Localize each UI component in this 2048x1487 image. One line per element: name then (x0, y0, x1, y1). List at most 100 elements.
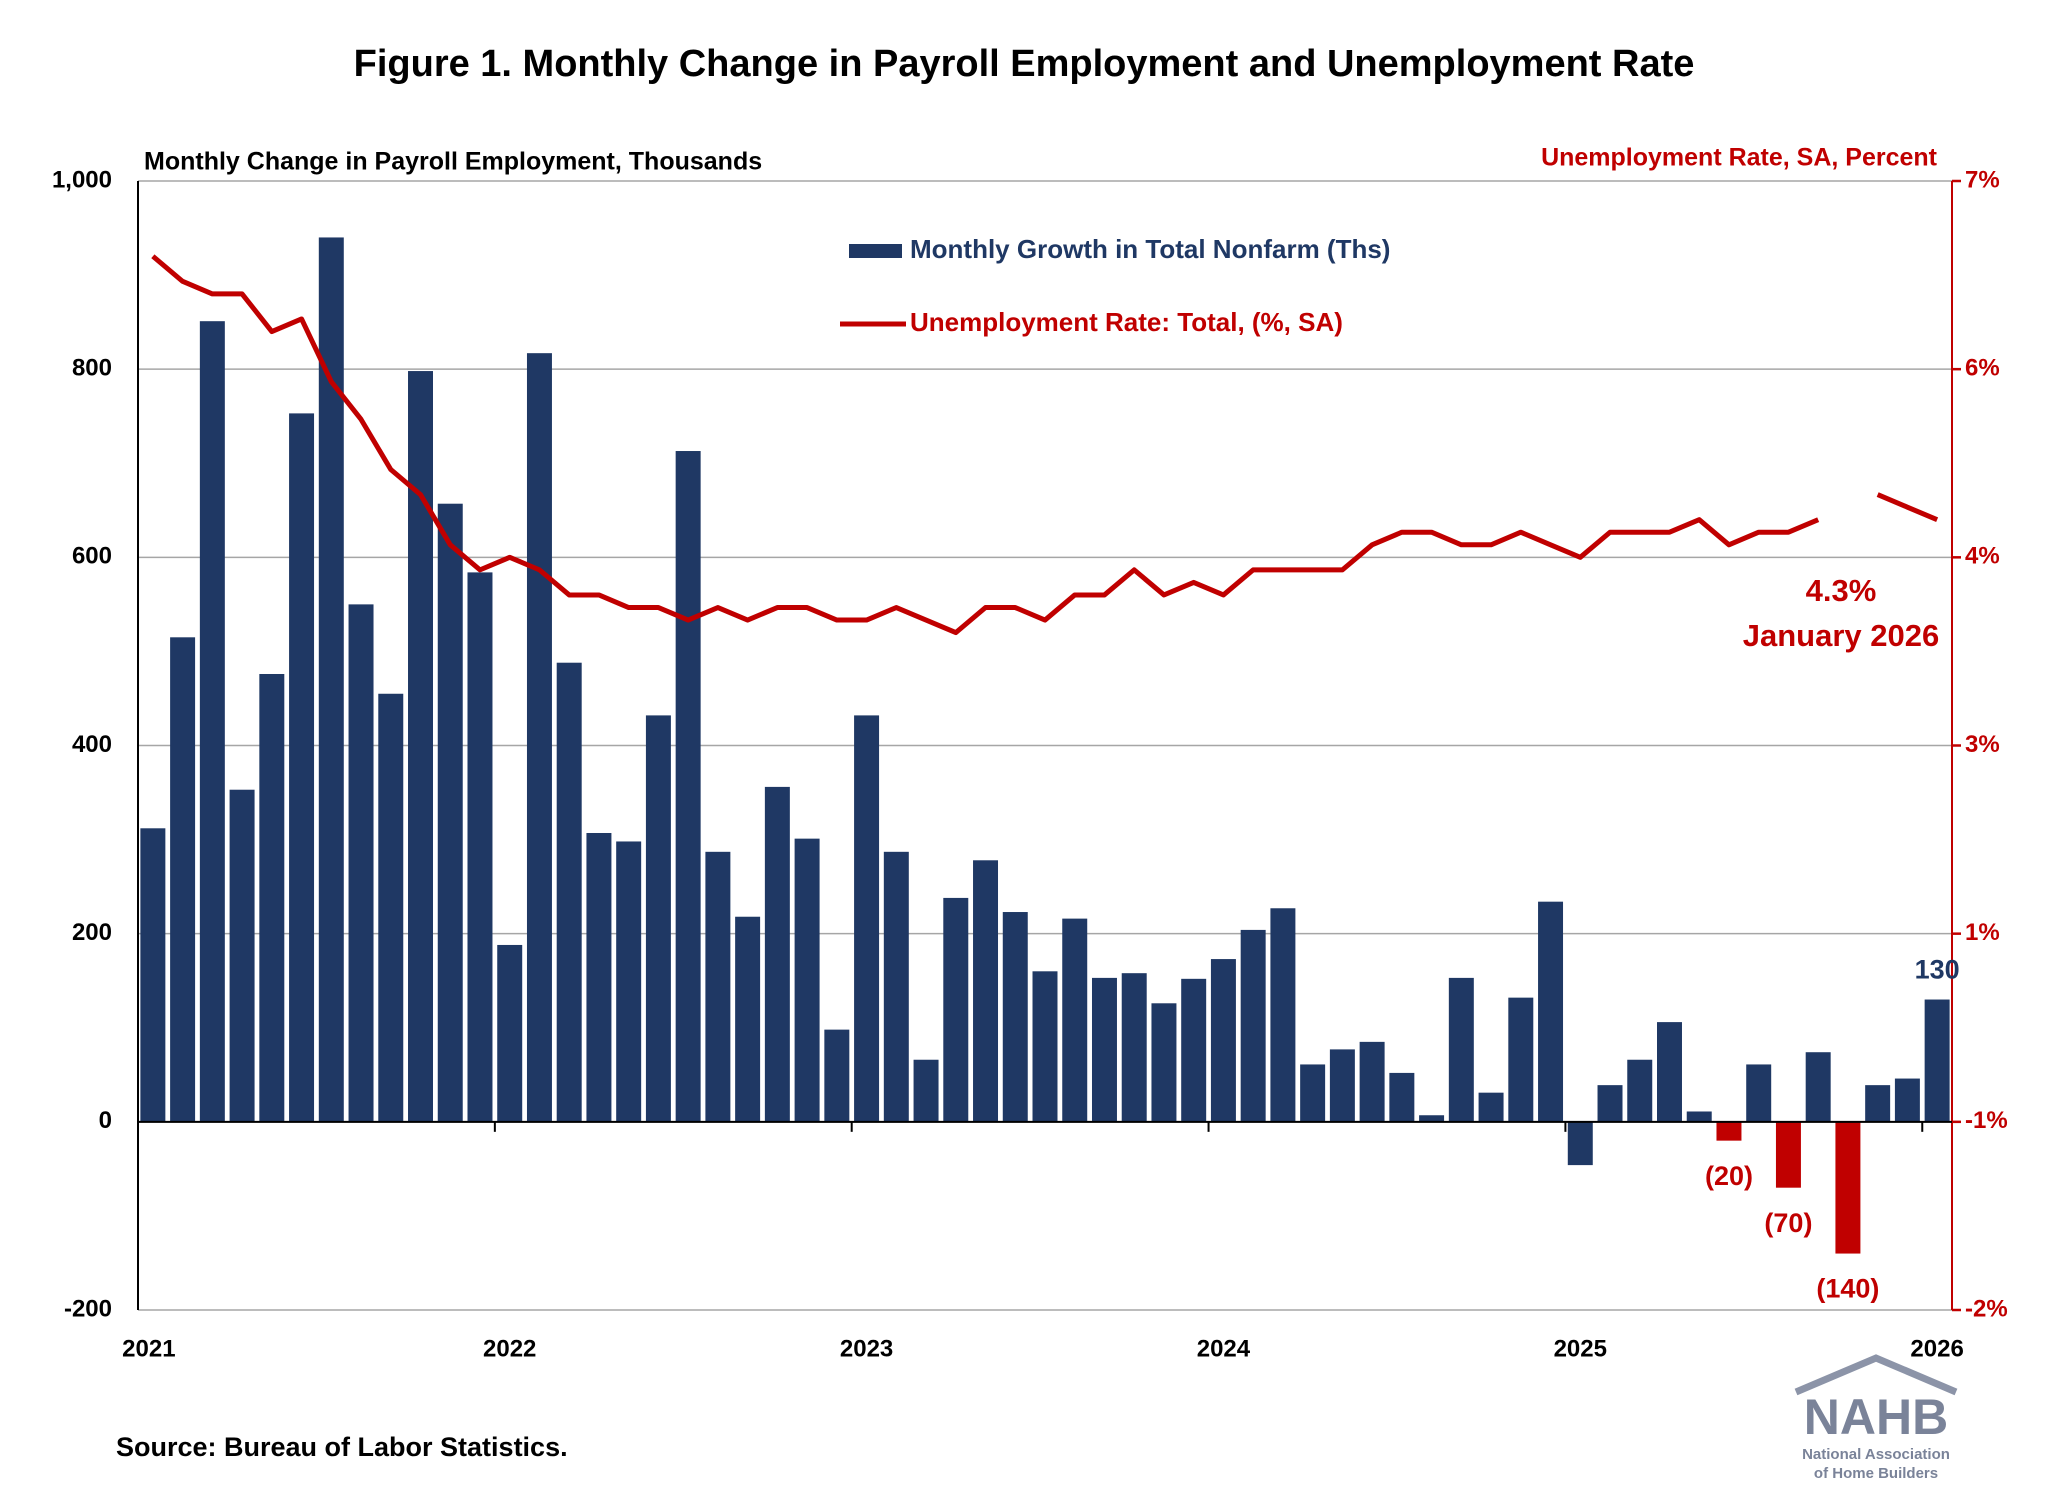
bar (1805, 1052, 1831, 1122)
bar (586, 832, 612, 1122)
bar (437, 503, 463, 1122)
bar (556, 662, 582, 1122)
bar (1865, 1085, 1891, 1122)
bar (1181, 978, 1207, 1122)
bar (408, 371, 433, 1122)
bar (1240, 929, 1266, 1122)
bar (348, 604, 374, 1122)
x-tick-label: 2021 (122, 1335, 175, 1362)
y-tick-label: 600 (72, 543, 112, 570)
bar (1448, 977, 1474, 1122)
bar (1508, 997, 1534, 1122)
bar (170, 637, 196, 1122)
bar (973, 860, 999, 1122)
y2-tick-label: 4% (1965, 543, 2000, 570)
bar (705, 851, 731, 1122)
y-tick-label: -200 (64, 1295, 112, 1322)
bar (854, 715, 880, 1122)
y2-tick-label: -1% (1965, 1107, 2008, 1134)
bar (764, 786, 790, 1122)
annotation: 4.3% (1806, 573, 1877, 608)
bar (497, 944, 523, 1122)
bar (1329, 1049, 1355, 1122)
annotation: January 2026 (1743, 618, 1939, 653)
bar (1716, 1121, 1742, 1141)
bar (378, 693, 404, 1122)
x-tick-label: 2023 (840, 1335, 893, 1362)
y-axis-title: Monthly Change in Payroll Employment, Th… (144, 148, 762, 176)
y-tick-label: 1,000 (52, 166, 112, 193)
bar (1210, 959, 1236, 1122)
chart-title: Figure 1. Monthly Change in Payroll Empl… (354, 43, 1695, 85)
bar (1478, 1092, 1504, 1122)
bar (735, 916, 761, 1122)
data-label: (140) (1816, 1274, 1879, 1304)
bar (318, 237, 344, 1122)
y2-tick-label: 1% (1965, 919, 2000, 946)
logo-line: National Association (1802, 1446, 1950, 1463)
bar (1151, 1003, 1177, 1122)
bar (616, 841, 642, 1122)
bar (1835, 1121, 1861, 1254)
bar (467, 572, 493, 1122)
y-tick-label: 400 (72, 731, 112, 758)
line (151, 254, 1939, 636)
bar (1389, 1072, 1415, 1122)
bar (140, 828, 166, 1122)
bar (1062, 918, 1088, 1122)
logo-roof (1794, 1354, 1958, 1396)
bar (199, 321, 225, 1122)
bar (1894, 1078, 1920, 1122)
bar (943, 897, 969, 1122)
legend-marker (849, 244, 902, 258)
bar (1419, 1115, 1445, 1122)
data-label: (70) (1764, 1208, 1812, 1238)
bar (1538, 901, 1564, 1122)
y2-tick-label: 6% (1965, 355, 2000, 382)
bar (1775, 1121, 1801, 1188)
logo-name: NAHB (1804, 1389, 1948, 1445)
bar (1300, 1064, 1326, 1122)
bar (1924, 999, 1950, 1122)
bar (289, 413, 315, 1122)
bar (1002, 912, 1028, 1122)
bar (645, 715, 671, 1122)
bar (1746, 1064, 1772, 1122)
bar (883, 851, 909, 1122)
x-tick-label: 2025 (1554, 1335, 1607, 1362)
bar (229, 789, 255, 1122)
x-tick-label: 2022 (483, 1335, 536, 1362)
bar (1597, 1085, 1623, 1122)
bar (259, 673, 285, 1122)
y-tick-label: 200 (72, 919, 112, 946)
y2-tick-label: 3% (1965, 731, 2000, 758)
y2-tick-label: -2% (1965, 1295, 2008, 1322)
y-tick-label: 0 (99, 1107, 112, 1134)
y2-tick-label: 7% (1965, 166, 2000, 193)
bar (1686, 1111, 1712, 1122)
bar (1567, 1121, 1593, 1166)
bar (824, 1029, 850, 1122)
y-tick-label: 800 (72, 355, 112, 382)
legend-label: Unemployment Rate: Total, (%, SA) (910, 307, 1343, 337)
bar (794, 838, 820, 1122)
bar (1627, 1059, 1653, 1122)
bar (526, 353, 552, 1122)
bar (1657, 1022, 1682, 1122)
bar (1032, 971, 1058, 1122)
logo-line: of Home Builders (1814, 1465, 1938, 1482)
legend-label: Monthly Growth in Total Nonfarm (Ths) (910, 234, 1390, 264)
bar (1359, 1041, 1385, 1122)
data-label: (20) (1705, 1161, 1753, 1191)
bar (1121, 973, 1147, 1122)
bar (1091, 977, 1117, 1122)
y2-axis-title: Unemployment Rate, SA, Percent (1541, 144, 1938, 172)
source-note: Source: Bureau of Labor Statistics. (116, 1432, 568, 1462)
logo: NAHB National Association of Home Builde… (1794, 1354, 1958, 1482)
bar (1270, 908, 1296, 1122)
bar (675, 451, 701, 1122)
data-label: 130 (1915, 955, 1960, 985)
x-tick-label: 2026 (1910, 1335, 1963, 1362)
